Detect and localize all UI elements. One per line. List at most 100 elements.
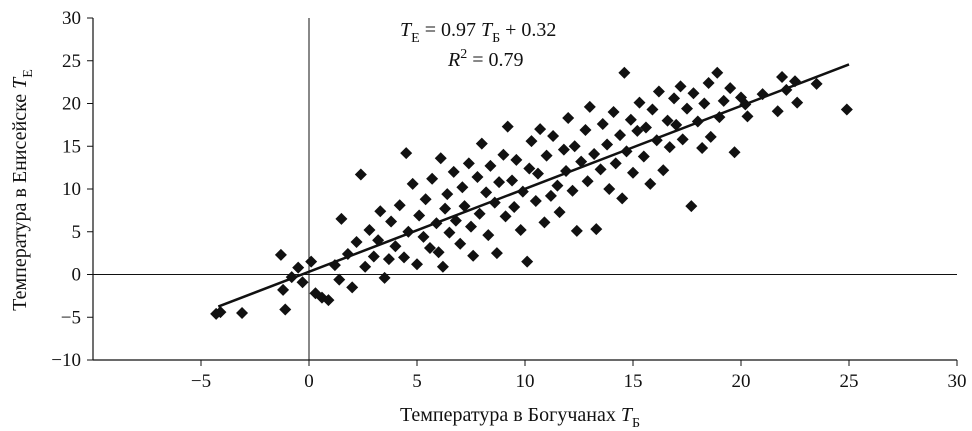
data-point — [363, 224, 376, 237]
data-point — [279, 303, 292, 316]
data-point — [398, 251, 411, 264]
trendline-layer — [217, 63, 850, 308]
data-point — [436, 260, 449, 273]
data-point — [534, 123, 547, 136]
data-point — [393, 199, 406, 212]
data-point — [583, 100, 596, 113]
x-tick-label: 5 — [412, 371, 422, 392]
data-point — [531, 167, 544, 180]
data-point — [704, 130, 717, 143]
data-point — [367, 250, 380, 263]
data-point — [553, 206, 566, 219]
data-point — [506, 174, 519, 187]
data-point — [490, 247, 503, 260]
data-point — [609, 157, 622, 170]
data-point — [322, 294, 335, 307]
data-point — [456, 181, 469, 194]
data-point — [475, 137, 488, 150]
data-point — [499, 210, 512, 223]
x-tick-label: 0 — [304, 371, 314, 392]
y-axis-ticks: −10 −5 0 5 10 15 20 25 30 — [51, 8, 93, 371]
data-point — [657, 164, 670, 177]
data-point — [465, 220, 477, 233]
data-point — [497, 148, 510, 161]
data-point — [510, 153, 523, 166]
data-point — [594, 163, 607, 176]
data-point — [557, 143, 570, 156]
x-tick-label: −5 — [191, 371, 211, 392]
data-point — [305, 255, 318, 268]
data-point — [547, 129, 560, 142]
y-tick-label: −5 — [61, 307, 81, 328]
data-point — [644, 177, 657, 190]
data-point — [646, 103, 659, 116]
data-point — [544, 189, 557, 202]
data-point — [603, 183, 616, 195]
data-point — [354, 168, 367, 181]
data-point — [639, 121, 652, 134]
data-point — [417, 230, 430, 243]
y-tick-label: 0 — [72, 265, 82, 286]
data-point — [458, 200, 471, 213]
data-point — [277, 283, 290, 296]
data-point — [724, 82, 737, 95]
y-tick-label: 30 — [62, 8, 81, 29]
y-axis-title: Температура в Енисейске TE — [9, 69, 36, 311]
x-tick-label: 25 — [840, 371, 859, 392]
data-point — [296, 276, 309, 289]
data-point — [501, 120, 514, 133]
data-point — [840, 103, 853, 116]
y-tick-label: 10 — [62, 179, 81, 200]
data-point — [616, 192, 629, 205]
data-point — [581, 175, 594, 188]
y-tick-label: 25 — [62, 51, 81, 72]
y-tick-label: 20 — [62, 94, 81, 115]
data-point — [292, 261, 305, 274]
x-axis-ticks: −5 0 5 10 15 20 25 30 — [191, 360, 967, 392]
data-point — [631, 124, 644, 137]
data-points — [210, 66, 853, 320]
data-point — [341, 247, 354, 260]
x-axis-title: Температура в Богучанах TБ — [400, 404, 640, 431]
data-point — [711, 66, 724, 79]
data-point — [484, 159, 497, 172]
data-point — [607, 106, 620, 119]
data-point — [551, 179, 564, 192]
trendline — [217, 63, 850, 308]
data-point — [423, 241, 436, 254]
data-point — [467, 249, 480, 262]
data-point — [274, 248, 287, 261]
data-point — [385, 215, 398, 228]
y-tick-label: −10 — [51, 350, 81, 371]
data-point — [538, 216, 551, 229]
data-point — [378, 271, 391, 284]
data-point — [419, 193, 432, 206]
data-point — [566, 184, 579, 197]
data-point — [687, 87, 700, 100]
data-point — [389, 240, 402, 253]
data-point — [663, 141, 676, 154]
data-point — [471, 171, 484, 184]
data-point — [236, 306, 249, 319]
data-point — [214, 306, 227, 319]
data-point — [540, 149, 553, 162]
data-point — [426, 172, 439, 185]
data-point — [681, 102, 693, 115]
data-point — [529, 194, 542, 207]
data-point — [670, 118, 683, 131]
data-point — [523, 162, 536, 175]
data-point — [652, 85, 665, 98]
data-point — [346, 281, 359, 294]
data-point — [382, 253, 395, 266]
data-point — [508, 200, 521, 213]
data-point — [637, 150, 650, 163]
data-point — [791, 96, 804, 109]
data-point — [601, 138, 614, 151]
x-tick-label: 20 — [732, 371, 751, 392]
data-point — [570, 224, 583, 237]
x-tick-label: 15 — [624, 371, 643, 392]
data-point — [741, 110, 754, 123]
y-tick-label: 5 — [72, 222, 82, 243]
data-point — [493, 176, 506, 189]
data-point — [575, 155, 588, 168]
